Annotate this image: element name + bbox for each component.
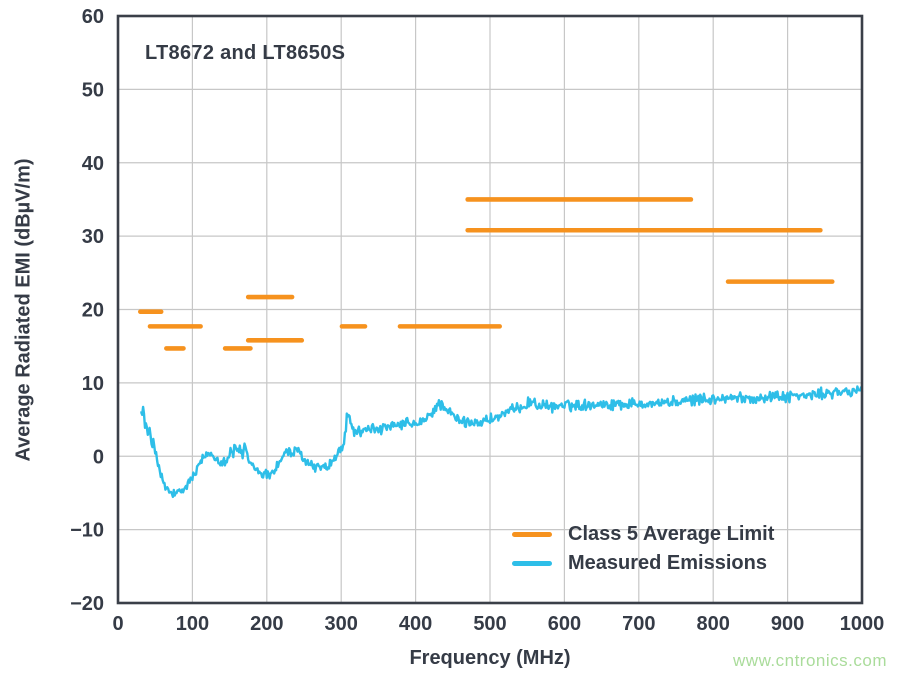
x-tick-label: 500 — [473, 613, 506, 635]
x-tick-label: 800 — [697, 613, 730, 635]
legend: Class 5 Average Limit Measured Emissions — [512, 520, 774, 578]
legend-label-measured-emissions: Measured Emissions — [568, 552, 767, 574]
x-axis-title: Frequency (MHz) — [409, 647, 571, 669]
y-axis-title: Average Radiated EMI (dBµV/m) — [12, 158, 35, 462]
y-tick-label: 40 — [82, 153, 104, 175]
x-tick-label: 600 — [548, 613, 581, 635]
x-tick-label: 700 — [622, 613, 655, 635]
x-tick-label: 900 — [771, 613, 804, 635]
measured-emissions-trace — [140, 385, 864, 499]
y-tick-label: 10 — [82, 373, 104, 395]
y-tick-label: 20 — [82, 300, 104, 322]
y-tick-label: −20 — [70, 593, 104, 615]
x-tick-label: 1000 — [840, 613, 885, 635]
x-tick-label: 100 — [176, 613, 209, 635]
chart-title: LT8672 and LT8650S — [145, 42, 346, 64]
y-tick-label: 60 — [82, 6, 104, 28]
x-tick-label: 0 — [112, 613, 123, 635]
y-tick-label: 50 — [82, 79, 104, 101]
y-tick-label: 30 — [82, 226, 104, 248]
legend-item-class5-limit: Class 5 Average Limit — [512, 520, 774, 549]
legend-item-measured-emissions: Measured Emissions — [512, 549, 774, 578]
x-tick-label: 400 — [399, 613, 432, 635]
legend-swatch-measured-emissions-icon — [512, 561, 552, 566]
legend-swatch-class5-limit-icon — [512, 532, 552, 537]
x-tick-label: 300 — [325, 613, 358, 635]
plot-border — [116, 14, 864, 605]
legend-label-class5-limit: Class 5 Average Limit — [568, 523, 775, 545]
watermark: www.cntronics.com — [733, 651, 887, 670]
y-tick-label: 0 — [93, 446, 104, 468]
x-tick-label: 200 — [250, 613, 283, 635]
y-tick-label: −10 — [70, 520, 104, 542]
